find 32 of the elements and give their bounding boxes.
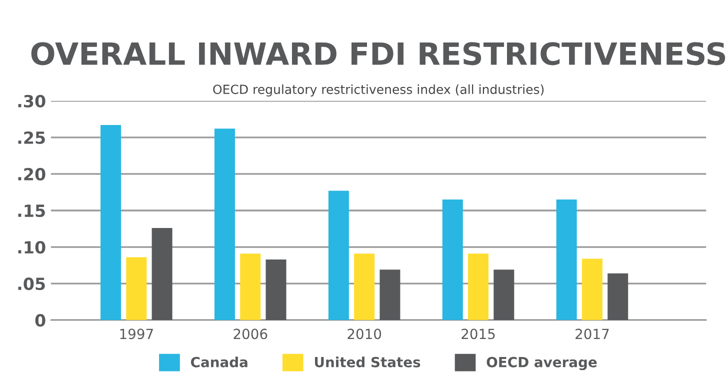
bar bbox=[152, 228, 172, 320]
x-tick-label: 1997 bbox=[120, 328, 153, 340]
bar bbox=[468, 254, 489, 320]
bar bbox=[100, 124, 122, 320]
y-tick-label: 0 bbox=[35, 314, 46, 327]
bar bbox=[608, 273, 628, 320]
x-tick-label: 2017 bbox=[576, 328, 609, 340]
legend-label: United States bbox=[314, 356, 420, 368]
x-tick-label: 2010 bbox=[348, 328, 382, 340]
y-tick-label: .30 bbox=[18, 94, 46, 108]
bar bbox=[442, 200, 463, 320]
y-tick-label: .10 bbox=[18, 240, 46, 254]
y-tick-label: .05 bbox=[18, 278, 45, 290]
x-tick-label: 2015 bbox=[462, 328, 495, 340]
x-tick-label: 2006 bbox=[234, 328, 268, 340]
bar bbox=[266, 259, 286, 320]
chart-title: OVERALL INWARD FDI RESTRICTIVENESS bbox=[31, 42, 726, 66]
bar bbox=[240, 254, 261, 320]
bar bbox=[380, 270, 400, 320]
bar bbox=[126, 257, 147, 320]
bar bbox=[556, 200, 577, 320]
bar bbox=[582, 258, 602, 320]
y-tick-label: .20 bbox=[18, 168, 46, 181]
bar bbox=[214, 128, 235, 320]
bar bbox=[328, 190, 349, 320]
bar bbox=[354, 254, 375, 320]
legend-label: Canada bbox=[190, 356, 248, 368]
bar bbox=[494, 270, 514, 320]
y-tick-label: .15 bbox=[18, 204, 45, 218]
legend-label: OECD average bbox=[486, 356, 597, 370]
y-tick-label: .25 bbox=[18, 131, 45, 144]
chart-subtitle: OECD regulatory restrictiveness index (all industries) bbox=[213, 84, 544, 96]
